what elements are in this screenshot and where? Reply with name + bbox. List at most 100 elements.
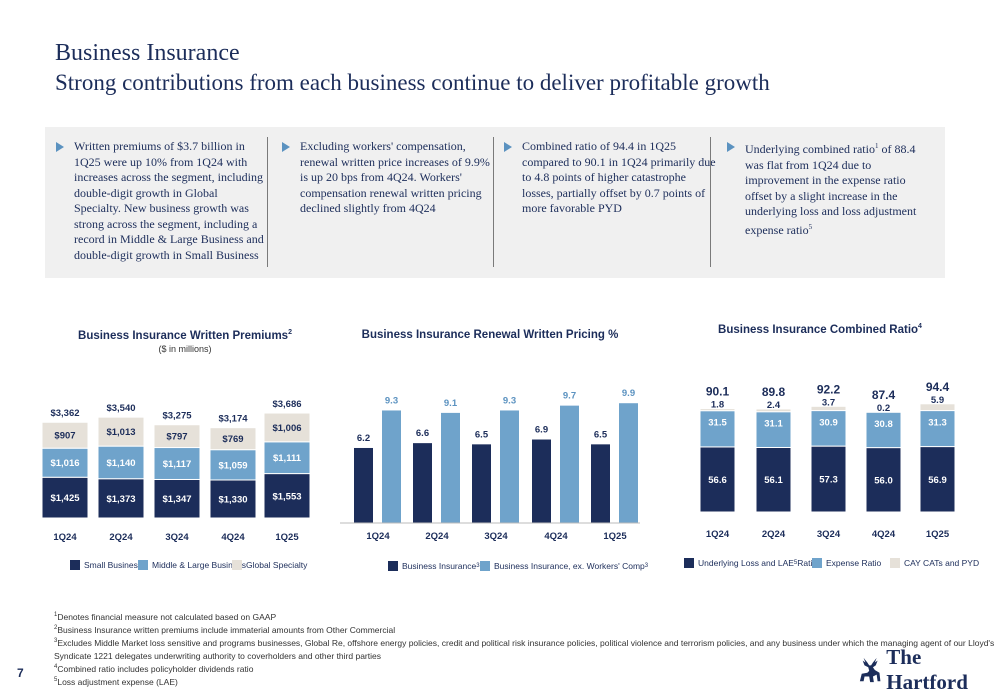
data-label: 56.9 — [928, 475, 947, 486]
bar — [500, 410, 519, 523]
bullet-triangle-icon — [727, 142, 735, 152]
company-logo: The Hartford — [858, 645, 1000, 695]
data-label: $1,373 — [106, 494, 135, 505]
bar — [560, 406, 579, 523]
data-label: 9.9 — [622, 388, 635, 399]
footnote: 5Loss adjustment expense (LAE) — [54, 675, 994, 688]
data-label: 0.2 — [877, 403, 890, 414]
legend-swatch — [812, 558, 822, 568]
data-label: $797 — [166, 432, 187, 443]
footnote: 1Denotes financial measure not calculate… — [54, 610, 994, 623]
footnote: 4Combined ratio includes policyholder di… — [54, 662, 994, 675]
chart-title-renewal-pricing: Business Insurance Renewal Written Prici… — [360, 329, 620, 341]
key-points-panel: Written premiums of $3.7 billion in 1Q25… — [45, 127, 945, 278]
page-subtitle: Strong contributions from each business … — [55, 70, 770, 96]
data-label: $1,006 — [272, 423, 301, 434]
data-label: 6.2 — [357, 433, 370, 444]
data-label: 9.3 — [385, 395, 398, 406]
bullet-written-premiums: Written premiums of $3.7 billion in 1Q25… — [74, 139, 264, 263]
legend-item: Middle & Large Business — [138, 560, 246, 570]
total-label: 89.8 — [762, 385, 786, 399]
x-tick-label: 1Q25 — [603, 531, 627, 542]
x-tick-label: 1Q24 — [706, 529, 730, 540]
logo-text: The Hartford — [886, 645, 1000, 695]
data-label: 56.1 — [764, 475, 783, 486]
bar — [532, 440, 551, 523]
bar — [591, 444, 610, 523]
bullet-triangle-icon — [56, 142, 64, 152]
footnote: Syndicate 1221 delegates underwriting au… — [54, 649, 994, 662]
x-tick-label: 4Q24 — [872, 529, 896, 540]
bullet-renewal-pricing: Excluding workers' compensation, renewal… — [300, 139, 495, 217]
legend-item: Expense Ratio — [812, 558, 881, 568]
total-label: $3,275 — [162, 411, 192, 422]
x-tick-label: 3Q24 — [484, 531, 508, 542]
data-label: 31.5 — [708, 418, 727, 429]
data-label: 1.8 — [711, 400, 724, 411]
legend-item: CAY CATs and PYD — [890, 558, 979, 568]
data-label: $1,553 — [272, 491, 301, 502]
bar — [413, 443, 432, 523]
total-label: 94.4 — [926, 380, 950, 394]
divider — [493, 137, 494, 267]
total-label: $3,540 — [106, 403, 135, 414]
data-label: 3.7 — [822, 397, 835, 408]
data-label: 30.9 — [819, 418, 838, 429]
chart-title-combined-ratio: Business Insurance Combined Ratio4 — [700, 323, 940, 336]
total-label: $3,174 — [218, 414, 248, 425]
legend-item: Small Business — [70, 560, 142, 570]
data-label: 56.6 — [708, 475, 727, 486]
data-label: 6.6 — [416, 428, 429, 439]
bar — [354, 448, 373, 523]
data-label: $1,117 — [163, 459, 192, 470]
data-label: 31.1 — [764, 419, 783, 430]
bar — [472, 444, 491, 523]
chart-units: ($ in millions) — [60, 344, 310, 354]
data-label: 5.9 — [931, 395, 944, 406]
bullet-triangle-icon — [282, 142, 290, 152]
page-title: Business Insurance — [55, 40, 240, 67]
legend-item: Global Specialty — [232, 560, 307, 570]
data-label: 57.3 — [819, 475, 838, 486]
data-label: 6.9 — [535, 425, 548, 436]
bar — [382, 410, 401, 523]
data-label: 9.7 — [563, 391, 576, 402]
data-label: 9.1 — [444, 398, 458, 409]
divider — [710, 137, 711, 267]
bullet-combined-ratio: Combined ratio of 94.4 in 1Q25 compared … — [522, 139, 717, 217]
x-tick-label: 2Q24 — [425, 531, 449, 542]
footnote: 2Business Insurance written premiums inc… — [54, 623, 994, 636]
legend-swatch — [388, 561, 398, 571]
data-label: $1,059 — [218, 460, 247, 471]
bullet-triangle-icon — [504, 142, 512, 152]
x-tick-label: 3Q24 — [817, 529, 841, 540]
total-label: 90.1 — [706, 385, 730, 399]
bar — [441, 413, 460, 523]
stag-icon — [858, 655, 882, 685]
data-label: $1,347 — [162, 494, 191, 505]
x-tick-label: 4Q24 — [221, 532, 245, 543]
data-label: $907 — [54, 431, 75, 442]
data-label: $1,111 — [273, 453, 302, 464]
x-tick-label: 1Q24 — [366, 531, 390, 542]
data-label: $1,013 — [106, 427, 135, 438]
data-label: $1,140 — [106, 458, 135, 469]
footnote: 3Excludes Middle Market loss sensitive a… — [54, 636, 994, 649]
x-tick-label: 2Q24 — [109, 532, 133, 543]
written-premiums-chart: $1,425$1,016$907$3,3621Q24$1,373$1,140$1… — [30, 370, 330, 555]
data-label: 31.3 — [928, 418, 947, 429]
data-label: 56.0 — [874, 475, 893, 486]
total-label: $3,686 — [272, 399, 301, 410]
legend-swatch — [684, 558, 694, 568]
data-label: 6.5 — [594, 429, 608, 440]
total-label: 92.2 — [817, 382, 841, 396]
divider — [267, 137, 268, 267]
data-label: 2.4 — [767, 400, 781, 411]
x-tick-label: 2Q24 — [762, 529, 786, 540]
data-label: 9.3 — [503, 395, 516, 406]
bar — [619, 403, 638, 523]
data-label: $1,016 — [50, 458, 79, 469]
